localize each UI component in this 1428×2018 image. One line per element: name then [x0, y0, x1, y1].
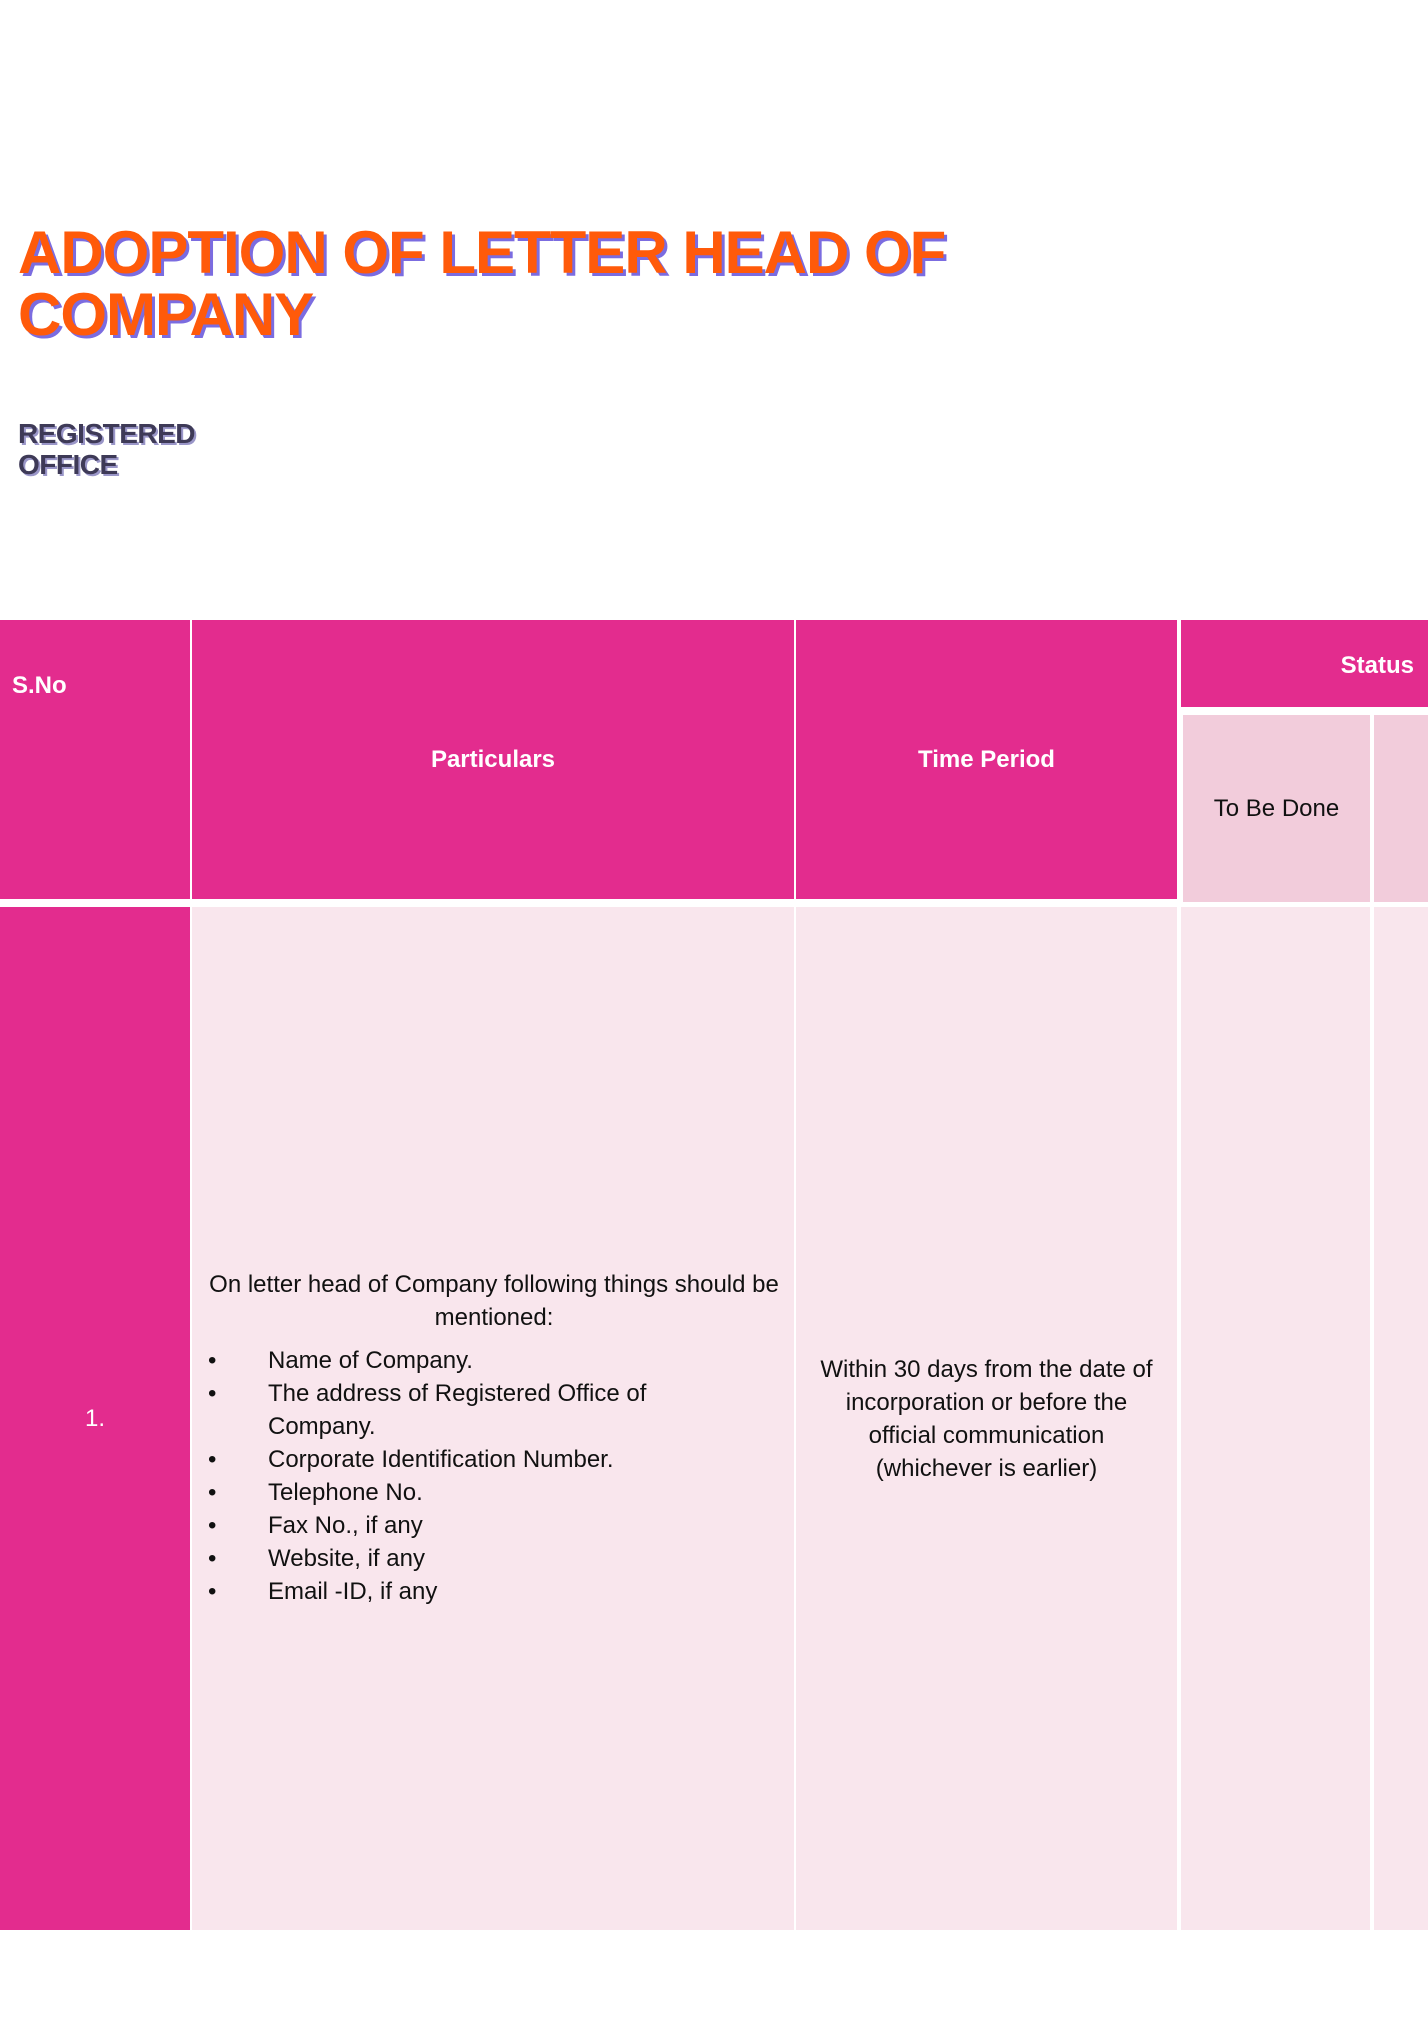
- header-time-period: Time Period: [796, 620, 1177, 899]
- header-sno: S.No: [0, 620, 190, 899]
- header-to-be-done: To Be Done: [1183, 715, 1370, 902]
- row-time-period: Within 30 days from the date of incorpor…: [796, 907, 1177, 1930]
- list-item: Email -ID, if any: [206, 1575, 702, 1608]
- header-status: Status: [1181, 620, 1428, 707]
- row-particulars: On letter head of Company following thin…: [192, 907, 794, 1930]
- list-item: Fax No., if any: [206, 1509, 702, 1542]
- list-item: Corporate Identification Number.: [206, 1443, 702, 1476]
- section-heading: REGISTERED OFFICE: [18, 418, 196, 480]
- row-status-extra: [1374, 907, 1428, 1930]
- row-sno: 1.: [0, 907, 190, 1930]
- page-title: ADOPTION OF LETTER HEAD OF COMPANY: [18, 219, 946, 348]
- list-item: Telephone No.: [206, 1476, 702, 1509]
- particulars-intro: On letter head of Company following thin…: [209, 1270, 779, 1331]
- list-item: Name of Company.: [206, 1344, 702, 1377]
- section-heading-line: OFFICE: [18, 449, 118, 480]
- section-heading-line: REGISTERED: [18, 418, 196, 449]
- list-item: Website, if any: [206, 1542, 702, 1575]
- row-to-be-done: [1181, 907, 1370, 1930]
- list-item: The address of Registered Office of Comp…: [206, 1377, 702, 1443]
- header-particulars: Particulars: [192, 620, 794, 899]
- header-status-extra: [1374, 715, 1428, 902]
- particulars-list: Name of Company. The address of Register…: [206, 1344, 782, 1608]
